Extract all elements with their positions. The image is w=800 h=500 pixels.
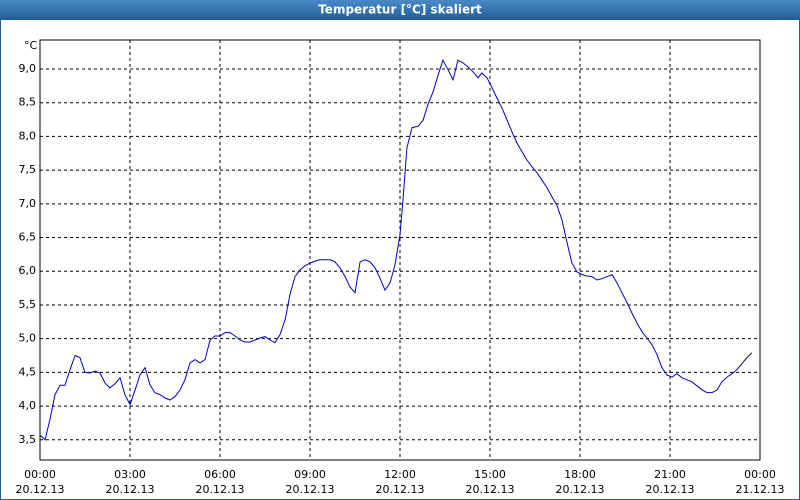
x-tick-date: 20.12.13 [556,483,605,496]
y-tick-label: 5,5 [19,298,37,311]
y-tick-label: 3,5 [19,433,37,446]
x-tick-label: 00:00 [744,468,776,481]
x-tick-label: 09:00 [294,468,326,481]
y-tick-label: 9,0 [19,62,37,75]
y-tick-label: 6,0 [19,264,37,277]
data-line [39,58,753,441]
x-tick-label: 03:00 [114,468,146,481]
y-tick-label: 4,0 [19,399,37,412]
x-tick-date: 20.12.13 [16,483,65,496]
y-tick-label: 5,0 [19,332,37,345]
x-tick-label: 06:00 [204,468,236,481]
x-tick-date: 20.12.13 [286,483,335,496]
y-tick-label: 7,5 [19,163,37,176]
y-tick-label: 6,5 [19,231,37,244]
x-tick-date: 20.12.13 [376,483,425,496]
x-tick-label: 21:00 [654,468,686,481]
chart-title: Temperatur [°C] skaliert [318,3,482,17]
x-tick-date: 21.12.13 [736,483,785,496]
y-tick-label: 7,0 [19,197,37,210]
x-tick-date: 20.12.13 [466,483,515,496]
x-tick-label: 12:00 [384,468,416,481]
x-tick-label: 18:00 [564,468,596,481]
y-tick-label: 8,0 [19,129,37,142]
x-tick-date: 20.12.13 [106,483,155,496]
x-tick-label: 15:00 [474,468,506,481]
y-tick-label: 4,5 [19,365,37,378]
title-bar [0,0,800,20]
y-axis-label: °C [24,39,38,52]
x-tick-date: 20.12.13 [196,483,245,496]
x-tick-date: 20.12.13 [646,483,695,496]
x-tick-label: 00:00 [24,468,56,481]
y-tick-label: 8,5 [19,96,37,109]
